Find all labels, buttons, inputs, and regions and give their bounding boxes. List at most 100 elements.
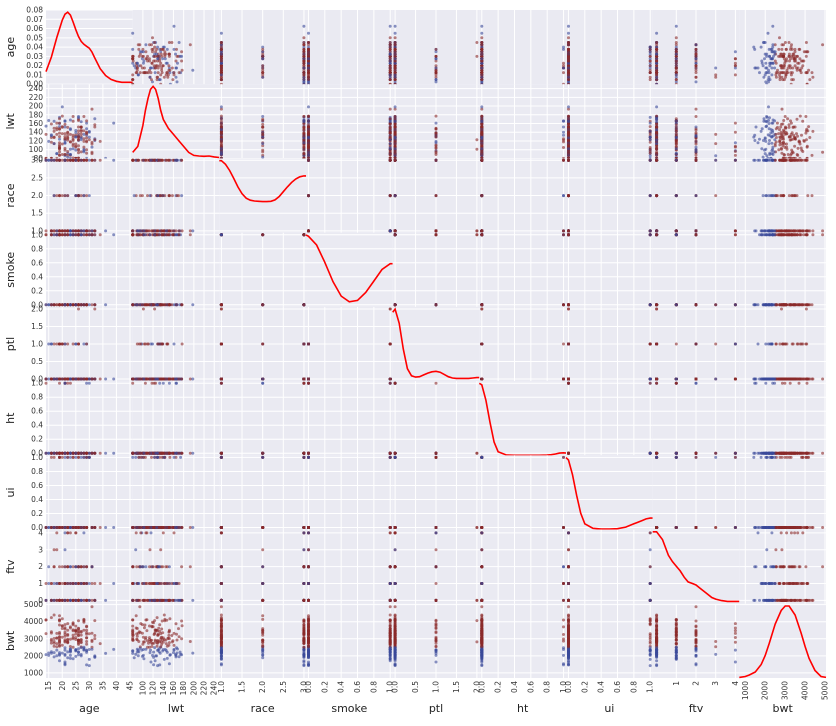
scatter-point <box>694 131 698 135</box>
scatter-point <box>768 139 771 142</box>
scatter-point <box>756 141 760 145</box>
scatter-point <box>63 229 67 233</box>
panel-age-ui <box>566 10 653 86</box>
scatter-point <box>393 120 397 124</box>
scatter-point <box>796 134 799 138</box>
scatter-point <box>136 229 140 233</box>
scatter-point <box>63 194 67 198</box>
scatter-point <box>768 116 771 120</box>
scatter-point <box>261 66 265 70</box>
scatter-point <box>786 71 790 75</box>
scatter-point <box>136 43 140 47</box>
scatter-point <box>261 47 265 51</box>
scatter-point <box>155 158 159 162</box>
scatter-point <box>85 131 89 135</box>
scatter-point <box>135 61 139 65</box>
scatter-point <box>307 78 310 82</box>
scatter-point <box>172 47 176 51</box>
scatter-point <box>82 139 86 143</box>
scatter-point <box>562 61 565 65</box>
scatter-point <box>82 129 86 133</box>
scatter-point <box>58 131 61 135</box>
scatter-point <box>434 78 438 82</box>
scatter-point <box>694 128 698 132</box>
scatter-point <box>219 61 223 65</box>
scatter-point <box>694 80 698 84</box>
scatter-point <box>480 120 484 124</box>
scatter-point <box>434 80 438 84</box>
scatter-point <box>82 145 86 149</box>
scatter-point <box>144 43 148 47</box>
scatter-point <box>648 66 652 70</box>
scatter-point <box>780 107 784 111</box>
scatter-point <box>781 144 785 148</box>
scatter-point <box>160 68 164 72</box>
scatter-point <box>58 141 61 145</box>
scatter-point <box>219 68 223 72</box>
scatter-point <box>219 128 223 132</box>
scatter-point <box>480 117 484 121</box>
scatter-point <box>767 142 771 146</box>
scatter-point <box>219 41 223 44</box>
scatter-point <box>674 43 678 47</box>
scatter-point <box>302 120 306 124</box>
scatter-point <box>388 50 392 54</box>
scatter-point <box>161 57 165 61</box>
scatter-point <box>151 80 154 84</box>
scatter-point <box>60 125 64 129</box>
scatter-point <box>68 140 72 144</box>
scatter-point <box>60 158 64 162</box>
scatter-point <box>388 142 392 146</box>
scatter-point <box>752 45 756 49</box>
scatter-point <box>804 138 808 142</box>
scatter-point <box>153 45 157 49</box>
scatter-point <box>63 119 67 123</box>
panel-age-age <box>45 9 133 85</box>
scatter-point <box>142 229 146 233</box>
scatter-point <box>302 36 306 40</box>
scatter-point <box>167 54 171 58</box>
scatter-point <box>480 142 484 146</box>
scatter-point <box>774 73 778 77</box>
scatter-point <box>74 148 78 152</box>
scatter-point <box>770 73 774 77</box>
scatter-point <box>694 229 698 233</box>
scatter-point <box>66 131 70 135</box>
scatter-point <box>147 71 150 75</box>
scatter-point <box>302 43 306 47</box>
scatter-point <box>434 50 438 54</box>
scatter-point <box>694 64 698 68</box>
scatter-point <box>767 68 770 72</box>
scatter-point <box>771 43 775 47</box>
scatter-point <box>63 135 67 139</box>
scatter-point <box>393 61 397 65</box>
scatter-point <box>307 45 310 49</box>
scatter-point <box>434 68 438 72</box>
scatter-point <box>307 75 310 79</box>
scatter-point <box>760 59 764 63</box>
scatter-point <box>149 158 153 162</box>
scatter-point <box>154 50 158 54</box>
scatter-point <box>655 52 659 56</box>
scatter-point <box>655 158 659 162</box>
scatter-point <box>219 117 223 121</box>
scatter-point <box>90 140 94 144</box>
scatter-point <box>780 135 784 139</box>
scatter-point <box>219 31 223 35</box>
scatter-point <box>138 194 142 198</box>
scatter-point <box>567 61 570 65</box>
scatter-point <box>98 233 102 237</box>
scatter-point <box>770 141 774 145</box>
scatter-point <box>149 71 153 75</box>
scatter-point <box>219 114 223 118</box>
scatter-point <box>307 52 310 56</box>
scatter-point <box>434 54 438 58</box>
scatter-point <box>170 66 174 70</box>
scatter-point <box>153 59 157 63</box>
scatter-point <box>393 75 397 79</box>
scatter-point <box>140 158 144 162</box>
scatter-point <box>77 151 80 155</box>
scatter-point <box>810 153 814 157</box>
scatter-point <box>261 71 265 75</box>
